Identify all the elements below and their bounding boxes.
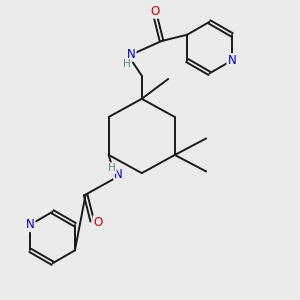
Text: N: N (114, 168, 123, 181)
Text: H: H (108, 163, 116, 173)
Text: N: N (127, 48, 136, 61)
Text: O: O (150, 5, 160, 18)
Text: H: H (123, 59, 131, 69)
Text: O: O (94, 216, 103, 229)
Text: N: N (26, 218, 34, 231)
Text: N: N (227, 54, 236, 67)
